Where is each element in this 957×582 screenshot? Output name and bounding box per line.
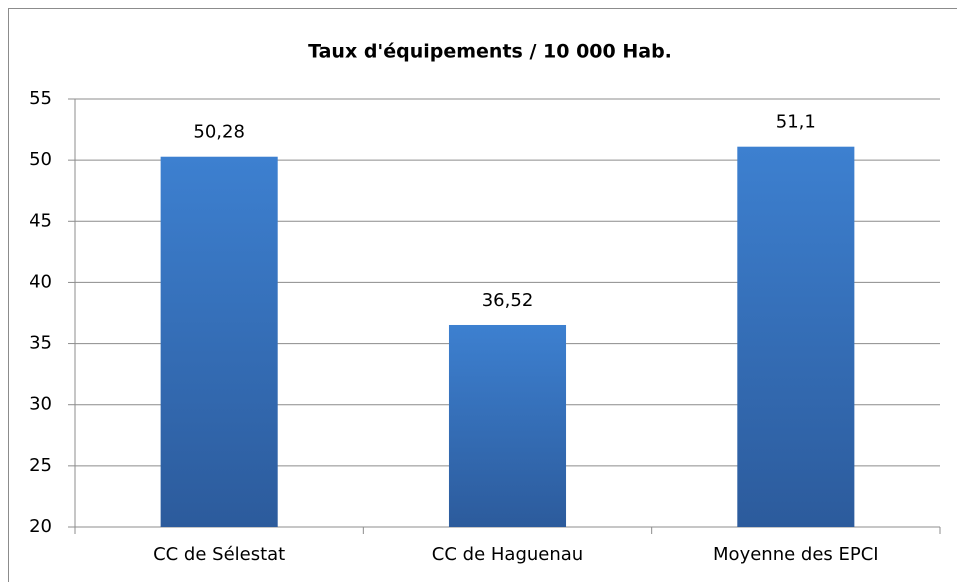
bar: [737, 146, 855, 528]
y-tick-label: 40: [29, 271, 52, 292]
x-tick-label: CC de Haguenau: [432, 544, 583, 565]
x-tick-label: CC de Sélestat: [153, 544, 285, 565]
bar: [160, 156, 278, 527]
bar: [448, 324, 567, 527]
value-label: 50,28: [193, 122, 245, 143]
value-label: 36,52: [482, 290, 534, 311]
chart-frame: [8, 8, 957, 582]
x-tick-label: Moyenne des EPCI: [713, 544, 879, 565]
y-tick-label: 25: [29, 455, 52, 476]
y-tick-label: 45: [29, 210, 52, 231]
y-tick-label: 30: [29, 394, 52, 415]
y-tick-label: 50: [29, 149, 52, 170]
chart-title: Taux d'équipements / 10 000 Hab.: [308, 41, 672, 63]
value-label: 51,1: [776, 112, 816, 133]
y-tick-label: 55: [29, 88, 52, 109]
y-tick-label: 20: [29, 516, 52, 537]
y-tick-label: 35: [29, 333, 52, 354]
